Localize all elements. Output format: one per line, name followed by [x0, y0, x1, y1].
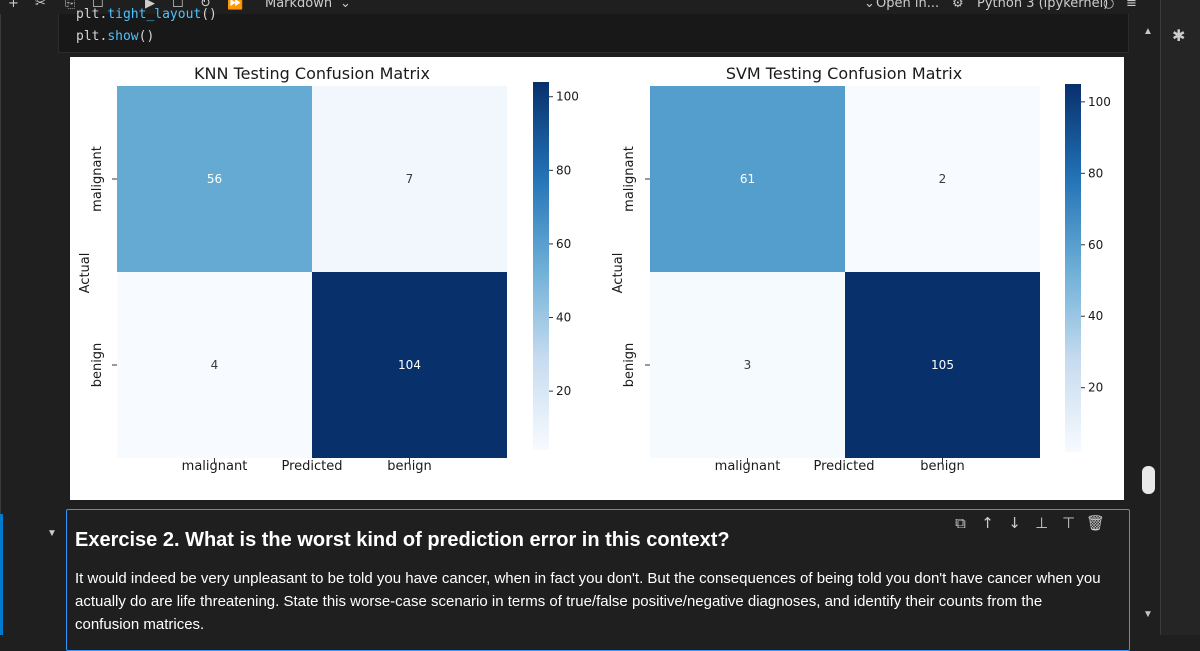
svm-confusion-matrix: SVM Testing Confusion Matrix 61 2 3 105 mali… [611, 64, 1111, 474]
open-in-button[interactable]: Open in... [876, 0, 940, 11]
y-tick-label: malignant [622, 146, 637, 212]
cell-value-label: 56 [207, 172, 222, 186]
duplicate-cell-icon[interactable]: ⧉ [955, 514, 966, 532]
right-side-panel: ✱ [1160, 0, 1200, 635]
scrollbar-thumb[interactable] [1142, 466, 1155, 494]
move-down-icon[interactable]: ↓ [1008, 514, 1021, 532]
chevron-down-icon[interactable]: ⌄ [340, 0, 351, 11]
colorbar-tick-label: 40 [556, 311, 571, 325]
delete-cell-icon[interactable]: 🗑 [1085, 514, 1106, 532]
debugger-icon[interactable]: ✱ [1172, 26, 1186, 45]
heatmap-cell [650, 86, 845, 272]
copy-icon[interactable]: ⎘ [65, 0, 76, 11]
exercise-text: It would indeed be very unpleasant to be… [75, 570, 1101, 633]
insert-above-icon[interactable]: ⊥ [1034, 514, 1049, 532]
markdown-cell[interactable]: ⧉ ↑ ↓ ⊥ ⊤ 🗑 Exercise 2. What is the worst kin… [66, 509, 1130, 651]
code-line-cut: plt.tight_layout() [76, 7, 217, 22]
heatmap-cell [845, 272, 1040, 458]
code-line-show: plt.show() [76, 29, 154, 44]
y-tick-label: benign [90, 343, 105, 388]
colorbar-tick-label: 100 [556, 90, 579, 104]
add-cell-icon[interactable]: + [8, 0, 19, 11]
colorbar-tick-label: 60 [556, 237, 571, 251]
notebook-toolbar: + ✂ ⎘ ☐ ▶ ☐ ↻ ⏩ Markdown ⌄ ⌄ Open in... … [0, 0, 1140, 14]
colorbar-tick-label: 40 [1088, 309, 1103, 323]
cell-value-label: 104 [398, 358, 421, 372]
exercise-heading: Exercise 2. What is the worst kind of pr… [75, 529, 730, 551]
scrollbar[interactable] [1140, 14, 1157, 635]
kernel-settings-icon[interactable]: ⚙ [952, 0, 964, 11]
kernel-name[interactable]: Python 3 (ipykernel) [977, 0, 1109, 11]
colorbar-tick-label: 80 [1088, 166, 1103, 180]
colorbar-tick-label: 100 [1088, 95, 1111, 109]
gutter-divider [0, 14, 1, 635]
cut-icon[interactable]: ✂ [35, 0, 46, 11]
code-fn: tight_layout [107, 7, 202, 22]
open-in-chevron-icon[interactable]: ⌄ [864, 0, 875, 11]
chart-title: KNN Testing Confusion Matrix [194, 64, 430, 83]
y-axis-label: Actual [611, 253, 626, 294]
cell-value-label: 4 [211, 358, 219, 372]
colorbar-tick-label: 20 [1088, 381, 1103, 395]
y-tick-label: malignant [90, 146, 105, 212]
cell-value-label: 7 [406, 172, 414, 186]
paste-icon[interactable]: ☐ [92, 0, 104, 11]
scroll-down-icon[interactable]: ▼ [1143, 609, 1153, 620]
cell-value-label: 105 [931, 358, 954, 372]
restart-icon[interactable]: ↻ [200, 0, 211, 11]
code-obj: plt. [76, 7, 108, 22]
heatmap-cell [117, 272, 312, 458]
x-axis-label: Predicted [813, 459, 874, 474]
x-tick-label: malignant [182, 459, 248, 474]
code-parens: () [138, 29, 155, 44]
code-parens: () [201, 7, 217, 22]
heatmap-cell [650, 272, 845, 458]
heatmap-cell [117, 86, 312, 272]
heatmap-cell [312, 86, 507, 272]
confusion-matrix-figure: KNN Testing Confusion Matrix 56 7 4 104 mali… [78, 64, 1111, 474]
stop-icon[interactable]: ☐ [172, 0, 184, 11]
y-axis-label: Actual [78, 253, 93, 294]
cell-value-label: 2 [939, 172, 947, 186]
collapse-cell-icon[interactable]: ▼ [47, 528, 57, 539]
plot-output: KNN Testing Confusion Matrix 56 7 4 104 mali… [70, 57, 1124, 500]
cell-type-select[interactable]: Markdown [265, 0, 333, 11]
x-axis-label: Predicted [281, 459, 342, 474]
scroll-up-icon[interactable]: ▲ [1143, 26, 1153, 37]
colorbar [533, 82, 549, 450]
colorbar-tick-label: 60 [1088, 238, 1103, 252]
menu-icon[interactable]: ≡ [1126, 0, 1137, 11]
active-cell-indicator [0, 514, 3, 635]
x-tick-label: benign [387, 459, 432, 474]
move-up-icon[interactable]: ↑ [981, 514, 994, 532]
cell-value-label: 61 [740, 172, 755, 186]
knn-confusion-matrix: KNN Testing Confusion Matrix 56 7 4 104 mali… [78, 64, 579, 474]
insert-below-icon[interactable]: ⊤ [1061, 514, 1076, 532]
kernel-status-icon: ○ [1103, 0, 1115, 11]
cell-actions-toolbar: ⧉ ↑ ↓ ⊥ ⊤ 🗑 [947, 514, 1109, 534]
colorbar-tick-label: 80 [556, 163, 571, 177]
heatmap-cell [312, 272, 507, 458]
y-tick-label: benign [622, 343, 637, 388]
code-fn: show [107, 29, 139, 44]
code-cell[interactable]: plt.tight_layout() plt.show() [58, 7, 1129, 53]
x-tick-label: malignant [715, 459, 781, 474]
cell-value-label: 3 [744, 358, 752, 372]
run-icon[interactable]: ▶ [145, 0, 155, 11]
colorbar [1065, 84, 1081, 452]
restart-run-all-icon[interactable]: ⏩ [227, 0, 244, 11]
code-obj: plt. [76, 29, 108, 44]
colorbar-tick-label: 20 [556, 384, 571, 398]
chart-title: SVM Testing Confusion Matrix [726, 64, 962, 83]
heatmap-cell [845, 86, 1040, 272]
x-tick-label: benign [920, 459, 965, 474]
